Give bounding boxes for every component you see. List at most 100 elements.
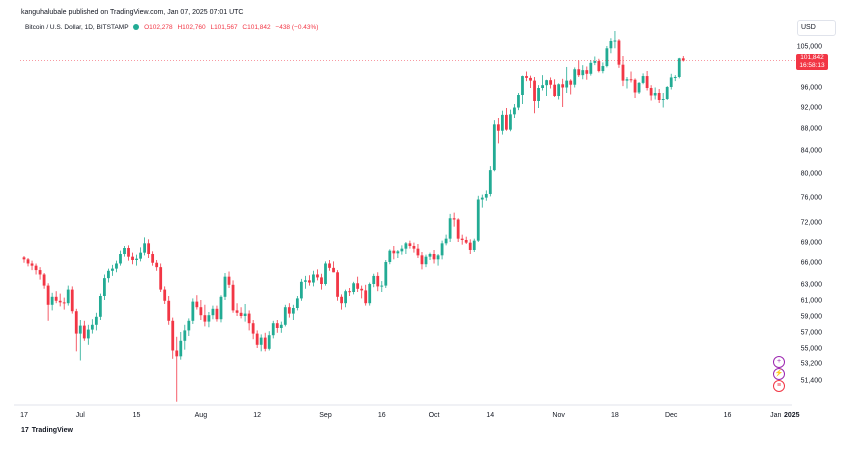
candle-body[interactable] xyxy=(42,274,46,286)
candle-body[interactable] xyxy=(22,257,26,260)
candle-body[interactable] xyxy=(38,270,42,275)
candle-body[interactable] xyxy=(480,197,484,200)
candle-body[interactable] xyxy=(436,255,440,260)
candle-body[interactable] xyxy=(191,301,195,321)
candle-body[interactable] xyxy=(127,248,130,257)
candle-body[interactable] xyxy=(553,84,557,96)
candle-body[interactable] xyxy=(525,76,528,78)
candle-body[interactable] xyxy=(143,243,146,253)
candle-body[interactable] xyxy=(46,285,50,305)
candle-body[interactable] xyxy=(573,69,577,85)
candle-body[interactable] xyxy=(460,238,464,240)
candle-body[interactable] xyxy=(649,88,653,96)
candle-body[interactable] xyxy=(420,255,424,265)
candle-body[interactable] xyxy=(625,79,629,81)
currency-selector[interactable]: USD xyxy=(797,20,836,36)
dividend-event-icon[interactable]: + xyxy=(773,356,785,368)
candle-body[interactable] xyxy=(593,61,597,63)
candle-body[interactable] xyxy=(348,291,352,293)
candle-body[interactable] xyxy=(448,218,452,239)
candle-body[interactable] xyxy=(432,254,436,260)
candle-body[interactable] xyxy=(669,77,673,87)
candle-body[interactable] xyxy=(665,87,669,99)
candle-body[interactable] xyxy=(183,330,187,341)
candle-body[interactable] xyxy=(324,263,327,284)
candle-body[interactable] xyxy=(577,69,581,76)
candle-body[interactable] xyxy=(291,308,295,314)
candle-body[interactable] xyxy=(424,256,428,265)
us-flag-event-icon[interactable]: ≡ xyxy=(773,380,785,392)
candle-body[interactable] xyxy=(316,274,319,278)
candle-body[interactable] xyxy=(517,95,520,108)
candle-body[interactable] xyxy=(513,107,516,115)
candle-body[interactable] xyxy=(195,301,199,308)
price-axis[interactable]: 105,000 96,000 92,000 88,000 84,000 80,000 76,… xyxy=(797,44,822,385)
candle-body[interactable] xyxy=(468,242,472,250)
candle-body[interactable] xyxy=(147,243,151,254)
candle-body[interactable] xyxy=(657,93,661,100)
candle-body[interactable] xyxy=(484,194,488,198)
candle-body[interactable] xyxy=(452,218,456,220)
candle-body[interactable] xyxy=(336,272,339,297)
candle-body[interactable] xyxy=(529,77,532,81)
candle-body[interactable] xyxy=(681,58,685,61)
candle-body[interactable] xyxy=(637,82,641,93)
candle-body[interactable] xyxy=(163,289,167,301)
candle-body[interactable] xyxy=(673,76,677,78)
candle-body[interactable] xyxy=(275,323,279,328)
candle-body[interactable] xyxy=(352,283,356,292)
candle-body[interactable] xyxy=(605,48,609,67)
candle-body[interactable] xyxy=(255,333,259,345)
candle-body[interactable] xyxy=(537,88,540,101)
candle-body[interactable] xyxy=(597,61,601,72)
candle-body[interactable] xyxy=(103,278,106,296)
candle-body[interactable] xyxy=(549,80,553,85)
candle-body[interactable] xyxy=(155,262,159,268)
candle-body[interactable] xyxy=(328,263,331,268)
candle-body[interactable] xyxy=(416,248,420,256)
candle-body[interactable] xyxy=(115,263,118,269)
candle-body[interactable] xyxy=(641,76,645,83)
candle-body[interactable] xyxy=(304,280,307,282)
candle-body[interactable] xyxy=(533,80,536,101)
candle-body[interactable] xyxy=(505,114,508,130)
candle-body[interactable] xyxy=(412,246,416,249)
candle-body[interactable] xyxy=(557,84,561,96)
candle-body[interactable] xyxy=(388,250,392,262)
candle-body[interactable] xyxy=(404,243,408,249)
candle-body[interactable] xyxy=(464,240,468,243)
candle-body[interactable] xyxy=(384,262,388,286)
candle-body[interactable] xyxy=(26,259,30,264)
candle-body[interactable] xyxy=(368,284,372,304)
candle-body[interactable] xyxy=(199,307,203,316)
candle-body[interactable] xyxy=(456,219,460,239)
candle-body[interactable] xyxy=(500,114,504,131)
candle-body[interactable] xyxy=(34,265,38,271)
candle-body[interactable] xyxy=(54,296,58,301)
candle-body[interactable] xyxy=(107,270,110,279)
candle-body[interactable] xyxy=(601,66,605,72)
candle-body[interactable] xyxy=(247,313,251,324)
candle-body[interactable] xyxy=(372,275,376,284)
candle-body[interactable] xyxy=(82,325,86,339)
candle-body[interactable] xyxy=(332,267,335,273)
candle-body[interactable] xyxy=(541,85,544,88)
candle-body[interactable] xyxy=(364,290,368,304)
candle-body[interactable] xyxy=(492,124,496,171)
candle-body[interactable] xyxy=(585,70,589,74)
candle-body[interactable] xyxy=(472,240,476,250)
candle-body[interactable] xyxy=(609,40,613,49)
candle-body[interactable] xyxy=(613,40,617,42)
candle-body[interactable] xyxy=(565,80,569,88)
candle-body[interactable] xyxy=(344,291,347,304)
candle-body[interactable] xyxy=(135,258,138,260)
candle-body[interactable] xyxy=(488,170,492,194)
candle-body[interactable] xyxy=(295,298,299,308)
candle-body[interactable] xyxy=(119,254,122,264)
candle-body[interactable] xyxy=(376,275,380,287)
candle-body[interactable] xyxy=(123,248,126,254)
candle-body[interactable] xyxy=(86,329,90,339)
candle-body[interactable] xyxy=(267,335,271,349)
candle-body[interactable] xyxy=(207,315,211,322)
